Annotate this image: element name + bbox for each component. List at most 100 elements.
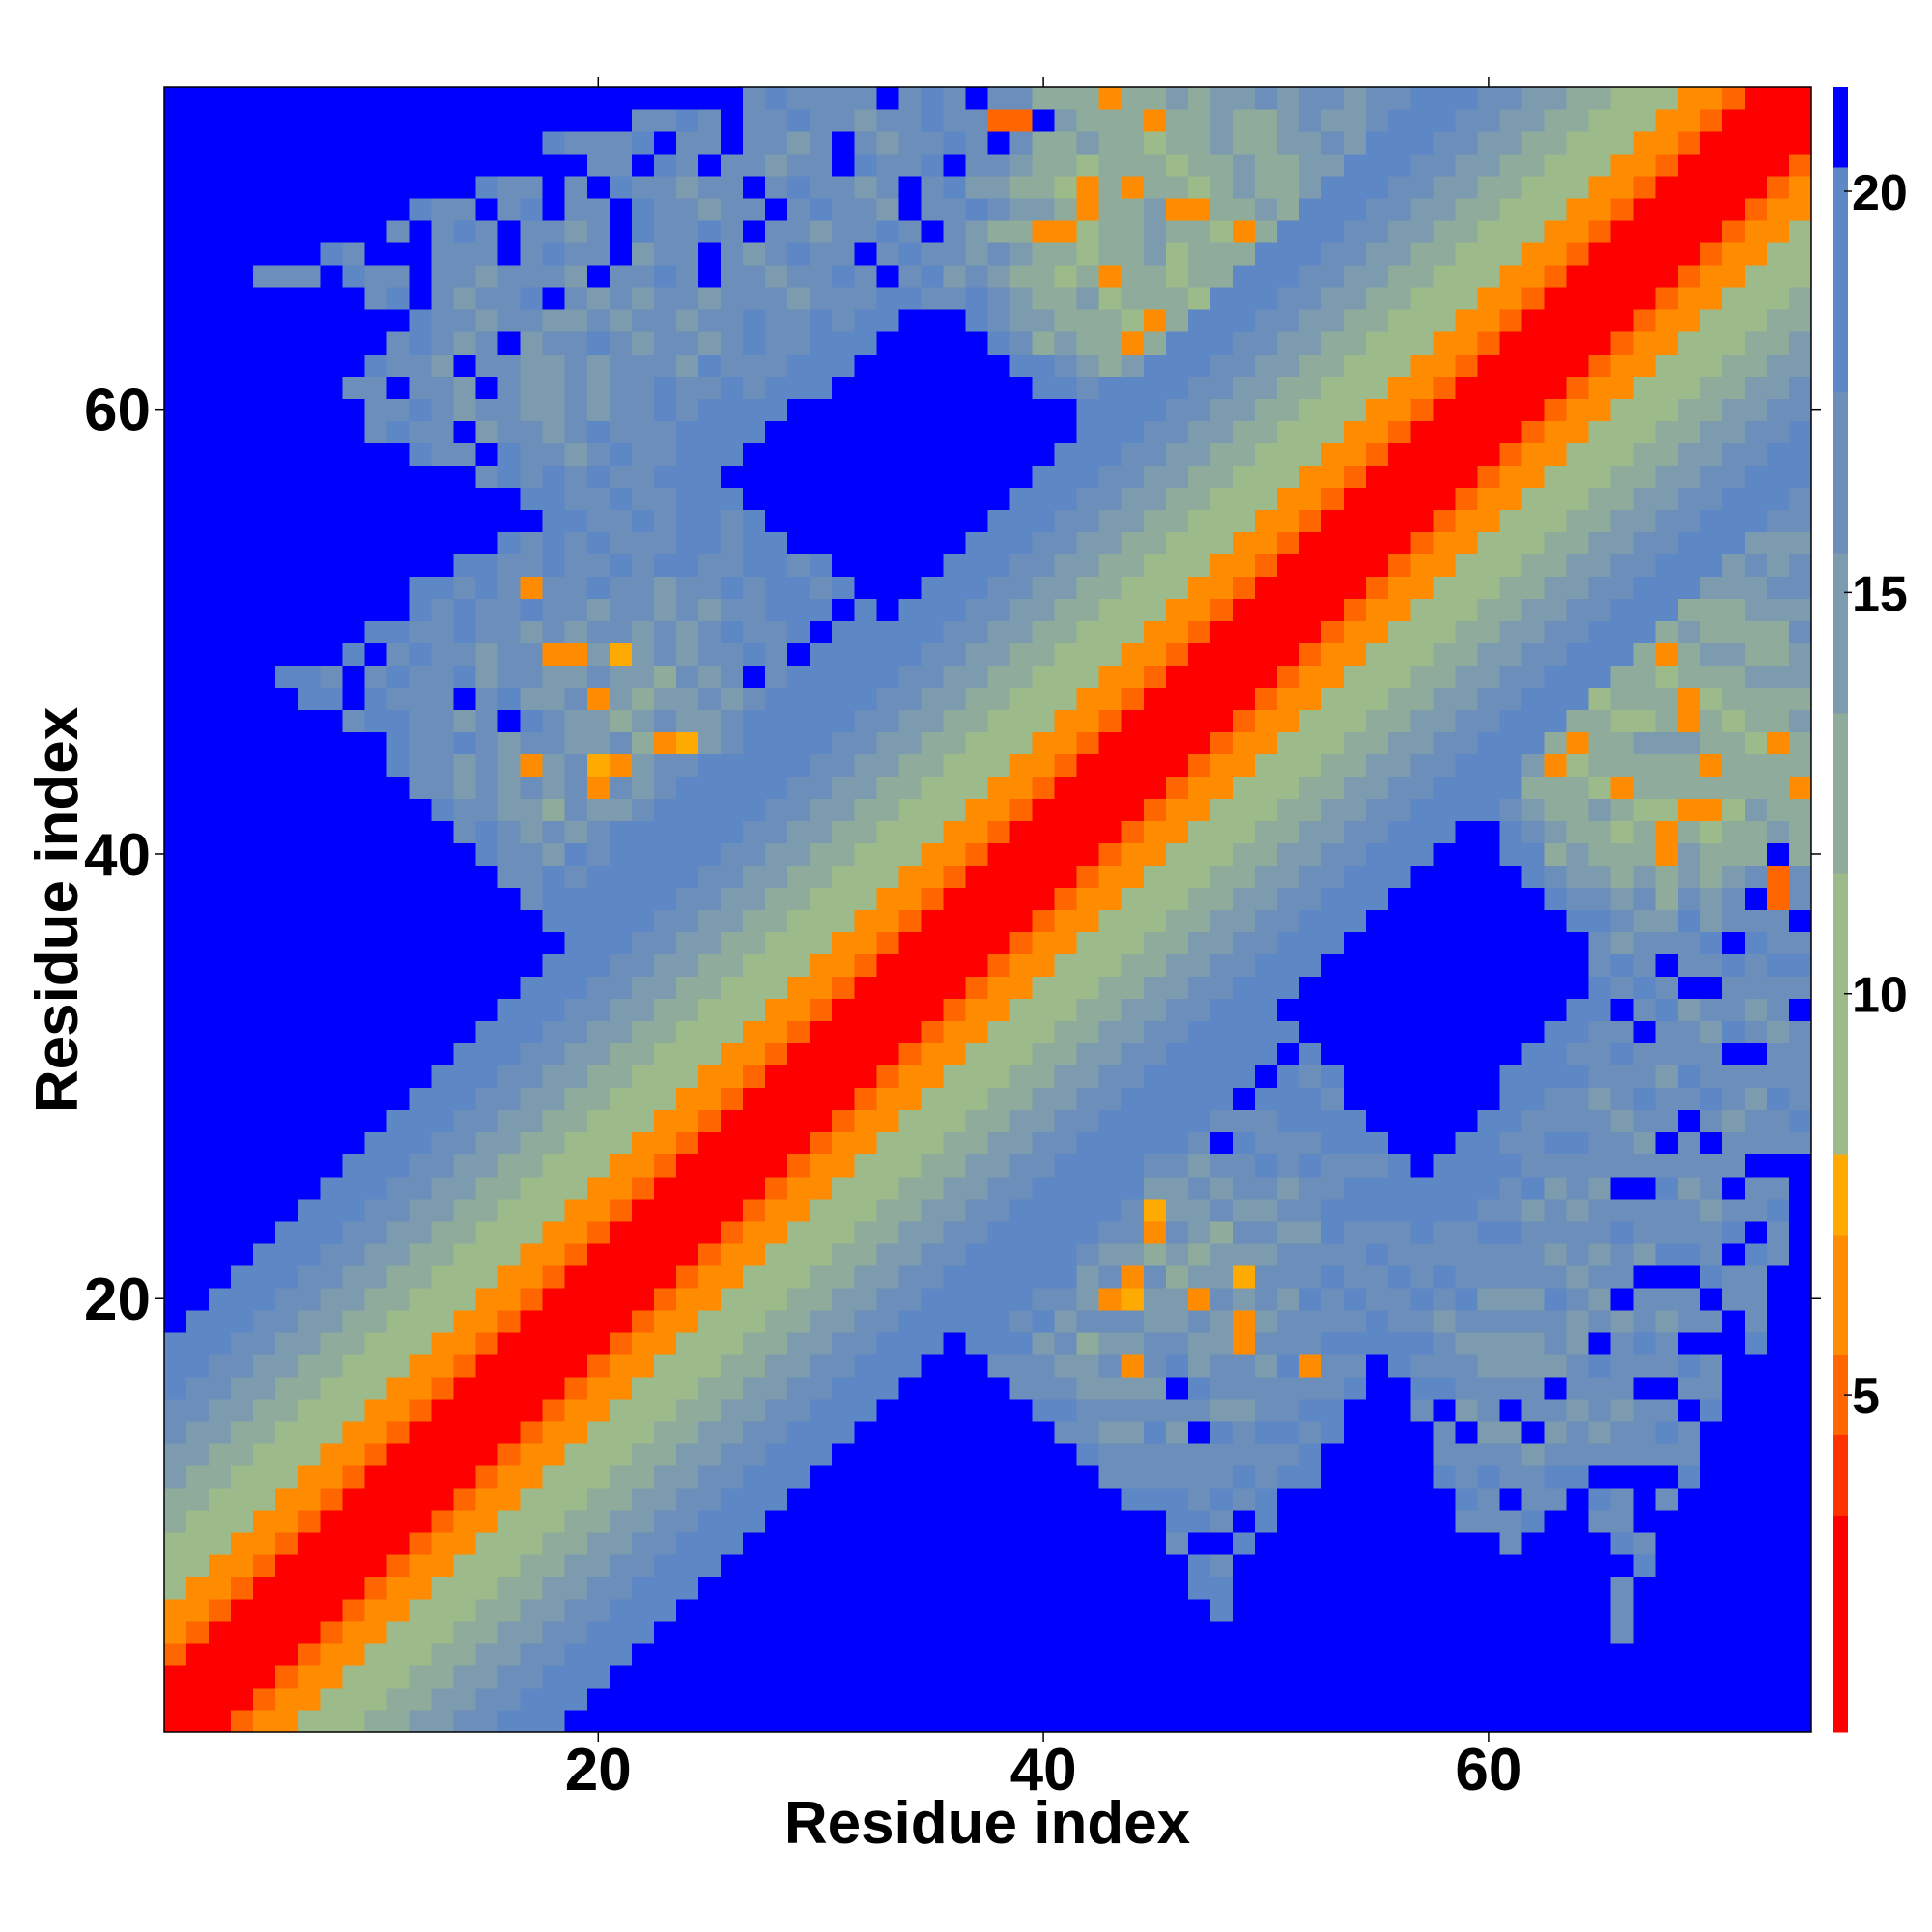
heatmap-cell — [1121, 1065, 1145, 1089]
heatmap-cell — [1232, 554, 1256, 577]
heatmap-cell — [1610, 287, 1634, 310]
heatmap-cell — [854, 176, 877, 199]
heatmap-cell — [721, 198, 744, 221]
heatmap-cell — [832, 242, 855, 266]
heatmap-cell — [965, 465, 989, 488]
heatmap-cell — [1277, 198, 1300, 221]
heatmap-cell — [342, 265, 365, 288]
heatmap-cell — [631, 220, 655, 243]
heatmap-cell — [1098, 1131, 1122, 1155]
heatmap-cell — [943, 931, 967, 955]
heatmap-cell — [1499, 554, 1523, 577]
heatmap-cell — [921, 1220, 945, 1244]
heatmap-cell — [1299, 598, 1322, 621]
heatmap-cell — [475, 1376, 499, 1400]
heatmap-cell — [1677, 642, 1701, 666]
heatmap-cell — [475, 1553, 499, 1577]
heatmap-cell — [787, 1331, 810, 1355]
heatmap-cell — [697, 1242, 722, 1266]
heatmap-cell — [810, 442, 833, 466]
heatmap-cell — [1588, 442, 1612, 466]
heatmap-cell — [1566, 1664, 1590, 1689]
heatmap-cell — [386, 1553, 411, 1577]
heatmap-cell — [520, 331, 544, 355]
heatmap-cell — [1076, 1576, 1100, 1600]
heatmap-cell — [609, 309, 633, 332]
heatmap-cell — [520, 1087, 544, 1111]
heatmap-cell — [1455, 1309, 1478, 1333]
heatmap-cell — [1433, 1598, 1456, 1622]
heatmap-cell — [876, 1420, 899, 1444]
heatmap-cell — [721, 1420, 744, 1444]
heatmap-cell — [1521, 376, 1546, 399]
heatmap-cell — [1299, 909, 1322, 933]
heatmap-cell — [209, 953, 232, 978]
heatmap-cell — [586, 820, 611, 844]
heatmap-cell — [743, 931, 766, 955]
heatmap-cell — [1098, 1642, 1122, 1666]
heatmap-cell — [1321, 953, 1345, 978]
heatmap-cell — [1699, 842, 1723, 867]
heatmap-cell — [1321, 1464, 1345, 1489]
heatmap-cell — [231, 1376, 254, 1400]
heatmap-cell — [497, 1487, 522, 1511]
heatmap-cell — [1232, 1531, 1256, 1555]
heatmap-cell — [1588, 576, 1612, 599]
heatmap-cell — [1544, 998, 1568, 1022]
heatmap-cell — [1410, 309, 1434, 332]
heatmap-cell — [298, 331, 321, 355]
heatmap-cell — [209, 709, 232, 732]
heatmap-cell — [1655, 220, 1679, 243]
heatmap-cell — [765, 1553, 788, 1577]
heatmap-cell — [832, 1709, 855, 1733]
heatmap-cell — [721, 1242, 744, 1266]
heatmap-cell — [1254, 687, 1278, 710]
heatmap-cell — [1321, 1353, 1345, 1378]
heatmap-cell — [653, 598, 677, 621]
heatmap-cell — [1076, 776, 1100, 800]
heatmap-cell — [1098, 1398, 1122, 1422]
heatmap-cell — [453, 887, 477, 911]
heatmap-cell — [1521, 1598, 1546, 1622]
heatmap-cell — [1165, 1620, 1189, 1644]
heatmap-cell — [475, 509, 499, 532]
heatmap-cell — [1232, 1220, 1256, 1244]
heatmap-cell — [164, 1287, 187, 1311]
heatmap-cell — [1187, 753, 1211, 778]
heatmap-cell — [1410, 1176, 1434, 1200]
heatmap-cell — [1521, 1309, 1546, 1333]
heatmap-cell — [1277, 976, 1300, 1000]
heatmap-cell — [1566, 1642, 1590, 1666]
heatmap-cell — [1677, 287, 1701, 310]
heatmap-cell — [275, 1331, 298, 1355]
heatmap-cell — [542, 1509, 566, 1533]
heatmap-cell — [1677, 331, 1701, 355]
heatmap-cell — [475, 1487, 499, 1511]
heatmap-cell — [987, 842, 1011, 867]
heatmap-cell — [787, 1131, 810, 1155]
heatmap-cell — [564, 709, 588, 732]
heatmap-cell — [1165, 442, 1189, 466]
heatmap-cell — [1455, 909, 1478, 933]
heatmap-cell — [186, 642, 210, 666]
heatmap-cell — [342, 887, 365, 911]
heatmap-cell — [810, 598, 833, 621]
heatmap-cell — [1544, 1576, 1568, 1600]
heatmap-cell — [320, 1442, 343, 1466]
heatmap-cell — [386, 953, 411, 978]
heatmap-cell — [631, 465, 655, 488]
heatmap-cell — [1366, 687, 1389, 710]
heatmap-cell — [1410, 1509, 1434, 1533]
heatmap-cell — [1121, 154, 1145, 177]
heatmap-cell — [1610, 1198, 1634, 1222]
heatmap-cell — [320, 1153, 343, 1178]
heatmap-cell — [765, 1420, 788, 1444]
heatmap-cell — [1499, 398, 1523, 421]
heatmap-cell — [653, 1242, 677, 1266]
heatmap-cell — [609, 1642, 633, 1666]
heatmap-cell — [1232, 1176, 1256, 1200]
heatmap-cell — [1165, 531, 1189, 554]
heatmap-cell — [1254, 1709, 1278, 1733]
heatmap-cell — [1254, 1331, 1278, 1355]
heatmap-cell — [275, 1687, 298, 1711]
